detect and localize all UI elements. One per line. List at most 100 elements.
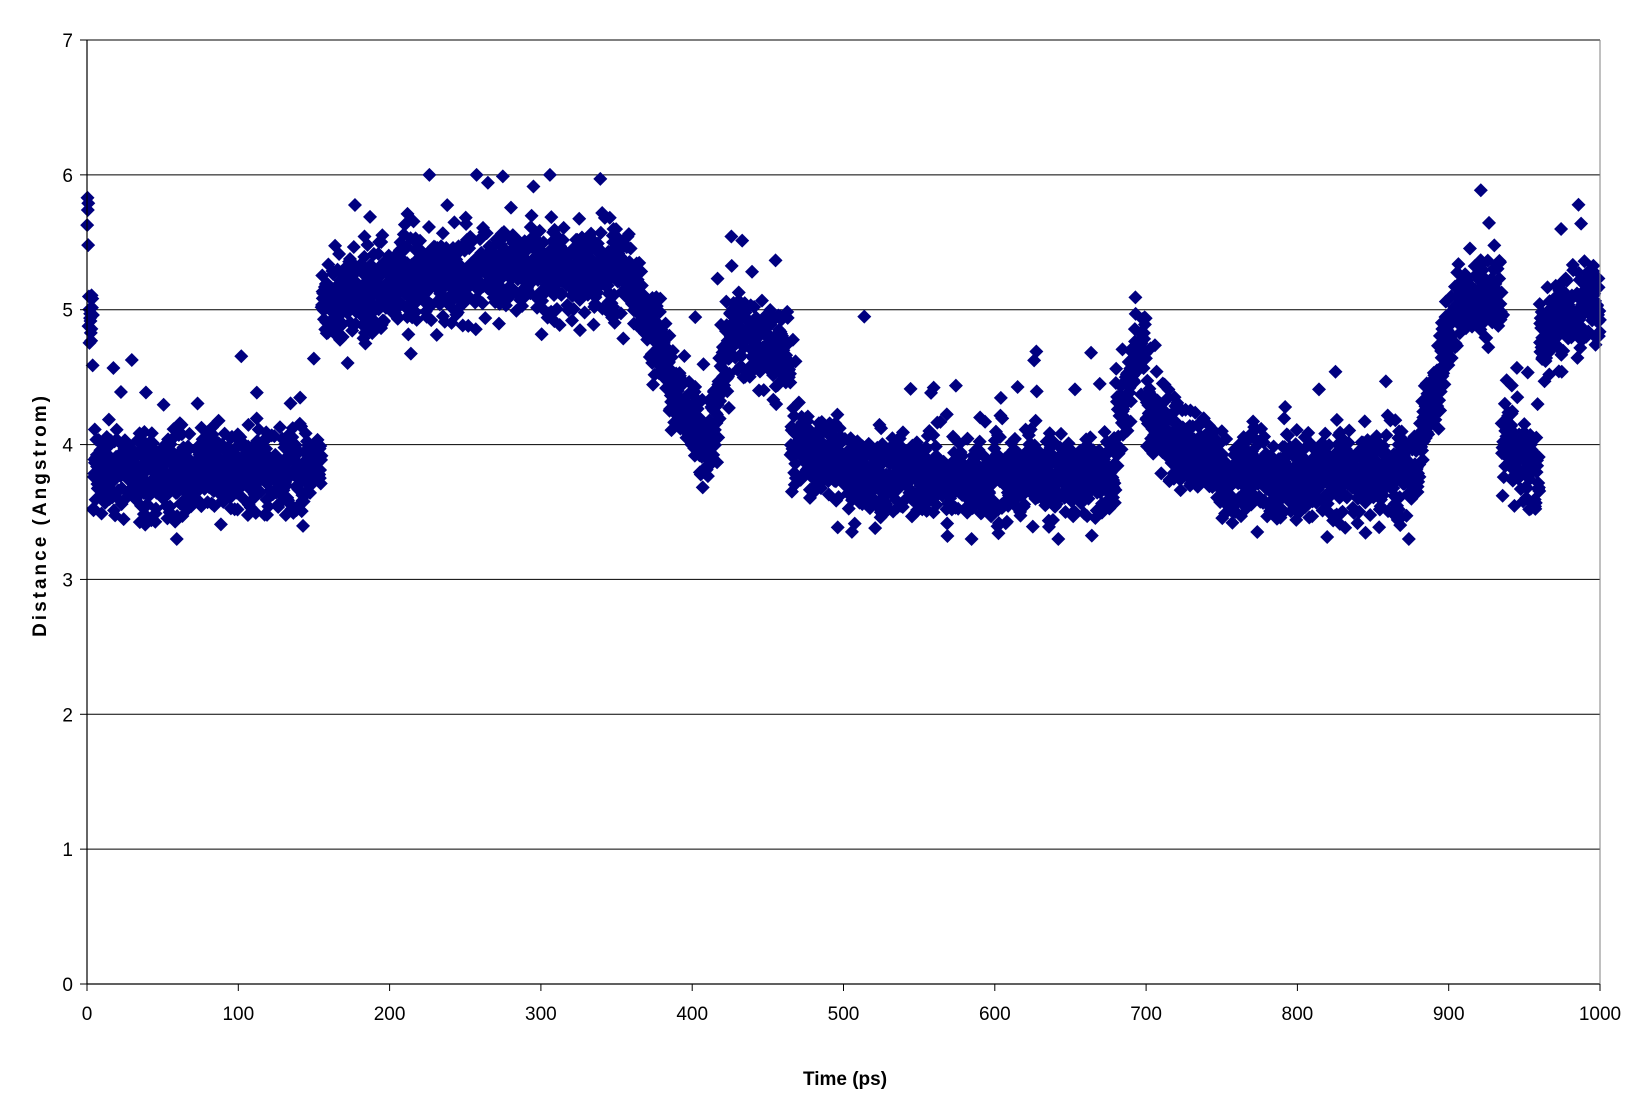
data-point-0-4792: [1530, 458, 1545, 473]
data-point-0-2324: [783, 375, 798, 390]
data-point-0-3969: [1281, 428, 1296, 443]
data-point-0-3346: [1092, 376, 1107, 391]
data-point-0-2721: [903, 381, 918, 396]
data-point-0-704: [293, 390, 308, 405]
data-point-0-2891: [954, 449, 969, 464]
data-point-0-1100: [413, 233, 428, 248]
data-point-0-2967: [978, 414, 993, 429]
data-point-0-72: [101, 412, 116, 427]
data-point-0-2009: [688, 379, 703, 394]
data-point-0-4925: [1570, 350, 1585, 365]
data-point-0-561: [249, 385, 264, 400]
data-point-0-4: [81, 196, 96, 211]
data-point-0-1626: [572, 211, 587, 226]
data-point-0-98: [109, 422, 124, 437]
data-point-0-227: [148, 501, 163, 516]
data-point-0-4158: [1338, 520, 1353, 535]
data-point-0-1307: [475, 296, 490, 311]
data-point-0-709: [294, 504, 309, 519]
data-point-0-2805: [928, 439, 943, 454]
data-point-0-3097: [1017, 497, 1032, 512]
data-point-0-3956: [1277, 411, 1292, 426]
data-point-0-881: [346, 240, 361, 255]
data-point-0-4240: [1363, 508, 1378, 523]
data-point-0-1608: [566, 302, 581, 317]
data-point-0-2624: [874, 421, 889, 436]
data-point-0-885: [347, 198, 362, 213]
data-point-0-17: [85, 291, 100, 306]
data-point-0-1062: [401, 327, 416, 342]
data-point-0-3398: [1108, 483, 1123, 498]
data-point-0-147: [124, 352, 139, 367]
data-point-0-1374: [495, 169, 510, 184]
data-point-0-13: [84, 333, 99, 348]
data-point-0-2341: [788, 354, 803, 369]
data-point-0-4890: [1559, 273, 1574, 288]
data-point-0-1252: [459, 217, 474, 232]
data-point-0-3084: [1013, 508, 1028, 523]
data-point-0-1130: [421, 219, 436, 234]
data-point-0-253: [156, 397, 171, 412]
data-point-0-4527: [1450, 338, 1465, 353]
data-point-0-2315: [780, 310, 795, 325]
data-point-0-3405: [1110, 458, 1125, 473]
data-point-0-4171: [1342, 423, 1357, 438]
data-point-0-194: [138, 385, 153, 400]
data-point-0-2696: [895, 425, 910, 440]
data-point-0-4674: [1494, 285, 1509, 300]
data-point-0-1602: [564, 313, 579, 328]
data-point-0-1833: [634, 278, 649, 293]
data-point-0-981: [376, 313, 391, 328]
data-point-0-296: [169, 531, 184, 546]
data-point-0-112: [113, 384, 128, 399]
data-point-0-2130: [724, 258, 739, 273]
data-point-0-4670: [1493, 296, 1508, 311]
data-point-0-2082: [710, 455, 725, 470]
data-point-0-4403: [1412, 469, 1427, 484]
data-point-0-737: [303, 485, 318, 500]
data-point-0-3959: [1278, 399, 1293, 414]
data-point-0-87: [106, 360, 121, 375]
data-point-0-4098: [1320, 530, 1335, 545]
data-point-0-1079: [406, 214, 421, 229]
data-point-0-4414: [1415, 452, 1430, 467]
data-point-0-935: [363, 209, 378, 224]
data-point-0-3889: [1257, 429, 1272, 444]
data-point-0-3534: [1149, 364, 1164, 379]
data-point-0-1790: [621, 227, 636, 242]
data-point-0-4725: [1509, 360, 1524, 375]
data-point-0-963: [371, 246, 386, 261]
data-point-0-4532: [1451, 257, 1466, 272]
data-point-0-3498: [1138, 311, 1153, 326]
data-point-0-4485: [1437, 377, 1452, 392]
data-point-0-14: [84, 321, 99, 336]
data-point-0-4749: [1517, 417, 1532, 432]
data-point-0-2796: [926, 428, 941, 443]
data-point-0-1698: [593, 225, 608, 240]
data-point-0-2010: [688, 310, 703, 325]
data-point-0-4928: [1571, 197, 1586, 212]
data-point-0-1694: [592, 242, 607, 257]
data-point-0-4709: [1505, 404, 1520, 419]
data-point-0-3464: [1128, 290, 1143, 305]
data-point-0-1131: [422, 167, 437, 182]
data-point-0-771: [313, 438, 328, 453]
data-point-0-926: [360, 237, 375, 252]
data-point-0-2537: [847, 516, 862, 531]
data-point-0-3137: [1029, 344, 1044, 359]
data-points: [80, 167, 1607, 546]
data-point-0-3493: [1137, 331, 1152, 346]
data-point-0-1575: [556, 220, 571, 235]
data-point-0-1831: [634, 264, 649, 279]
data-point-0-19: [85, 308, 100, 323]
data-point-0-3019: [993, 390, 1008, 405]
data-point-0-3066: [1007, 431, 1022, 446]
data-point-0-3264: [1067, 382, 1082, 397]
data-point-0-4222: [1357, 414, 1372, 429]
data-point-0-4270: [1372, 520, 1387, 535]
data-point-0-1401: [503, 200, 518, 215]
data-point-0-554: [247, 441, 262, 456]
data-point-0-4130: [1329, 412, 1344, 427]
data-point-0-3764: [1219, 431, 1234, 446]
